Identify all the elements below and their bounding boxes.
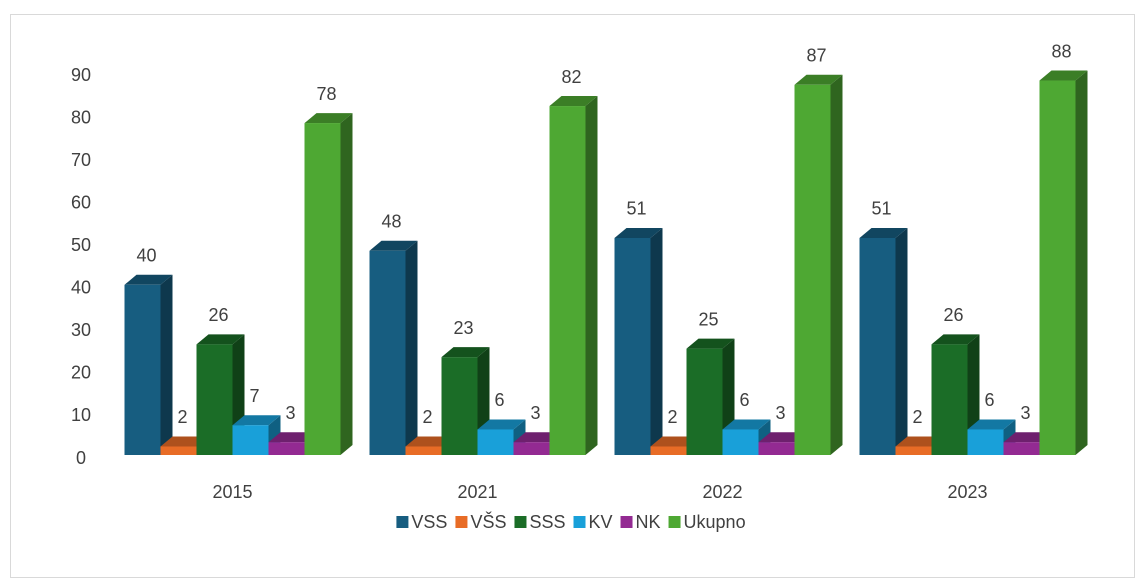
legend-label: KV (589, 512, 613, 532)
bar (686, 348, 723, 455)
data-label: 51 (626, 199, 646, 219)
bar-top (931, 334, 980, 345)
y-tick-label: 20 (71, 363, 91, 383)
x-tick-label: 2015 (212, 482, 252, 502)
bar (794, 84, 831, 456)
bar-side (585, 96, 598, 456)
data-label: 26 (943, 305, 963, 325)
bar-top (124, 274, 173, 285)
bar (614, 237, 651, 455)
bar-top (614, 227, 663, 238)
data-label: 3 (285, 403, 295, 423)
data-label: 6 (739, 390, 749, 410)
bar-side (650, 227, 663, 455)
y-tick-label: 60 (71, 192, 91, 212)
bar (758, 442, 795, 455)
bar (1039, 80, 1076, 455)
bar (549, 106, 586, 456)
legend-swatch (514, 516, 527, 528)
data-label: 2 (667, 407, 677, 427)
bar-top (232, 415, 281, 426)
legend-swatch (573, 516, 586, 528)
bar (513, 442, 550, 455)
data-label: 3 (775, 403, 785, 423)
y-tick-label: 40 (71, 278, 91, 298)
legend-swatch (455, 516, 468, 528)
bar-side (340, 113, 353, 456)
bar (304, 123, 341, 456)
data-label: 87 (806, 46, 826, 66)
bar (650, 446, 687, 455)
bar (477, 429, 514, 455)
bar (232, 425, 269, 455)
data-label: 6 (494, 390, 504, 410)
data-label: 78 (316, 84, 336, 104)
bar (859, 237, 896, 455)
bar-top (304, 113, 353, 124)
bar (196, 344, 233, 455)
data-label: 23 (453, 318, 473, 338)
bar (124, 284, 161, 455)
x-tick-label: 2022 (702, 482, 742, 502)
y-tick-label: 30 (71, 320, 91, 340)
legend-label: NK (636, 512, 661, 532)
bar (160, 446, 197, 455)
bar-side (405, 240, 418, 455)
bar (895, 446, 932, 455)
data-label: 7 (249, 386, 259, 406)
bar-side (895, 227, 908, 455)
bar-top (549, 96, 598, 107)
legend-label: VŠS (470, 511, 506, 532)
data-label: 2 (912, 407, 922, 427)
data-label: 3 (530, 403, 540, 423)
bar (931, 344, 968, 455)
bar-top (859, 227, 908, 238)
bar-top (967, 419, 1016, 430)
bar-top (369, 240, 418, 251)
x-tick-label: 2023 (947, 482, 987, 502)
legend-label: Ukupno (684, 512, 746, 532)
bar (405, 446, 442, 455)
legend-swatch (396, 516, 409, 528)
bar-side (1075, 70, 1088, 455)
y-tick-label: 90 (71, 65, 91, 85)
y-tick-label: 0 (76, 448, 86, 468)
data-label: 6 (984, 390, 994, 410)
legend-swatch (620, 516, 633, 528)
y-tick-label: 80 (71, 107, 91, 127)
data-label: 25 (698, 309, 718, 329)
bar (441, 357, 478, 455)
bar (967, 429, 1004, 455)
bar (722, 429, 759, 455)
bar-top (686, 338, 735, 349)
y-tick-label: 70 (71, 150, 91, 170)
bar-top (1039, 70, 1088, 81)
legend-swatch (668, 516, 681, 528)
bar-top (794, 74, 843, 85)
legend-label: SSS (529, 512, 565, 532)
data-label: 48 (381, 211, 401, 231)
data-label: 3 (1020, 403, 1030, 423)
legend-label: VSS (411, 512, 447, 532)
bar-side (830, 74, 843, 456)
data-label: 82 (561, 67, 581, 87)
bar-top (722, 419, 771, 430)
bar-top (196, 334, 245, 345)
data-label: 88 (1051, 41, 1071, 61)
bar-top (441, 347, 490, 358)
y-tick-label: 10 (71, 405, 91, 425)
y-tick-label: 50 (71, 235, 91, 255)
bar (369, 250, 406, 455)
bar (268, 442, 305, 455)
data-label: 2 (422, 407, 432, 427)
bar (1003, 442, 1040, 455)
x-tick-label: 2021 (457, 482, 497, 502)
data-label: 51 (871, 199, 891, 219)
data-label: 40 (136, 246, 156, 266)
data-label: 26 (208, 305, 228, 325)
bar-side (160, 274, 173, 455)
bar-top (477, 419, 526, 430)
data-label: 2 (177, 407, 187, 427)
